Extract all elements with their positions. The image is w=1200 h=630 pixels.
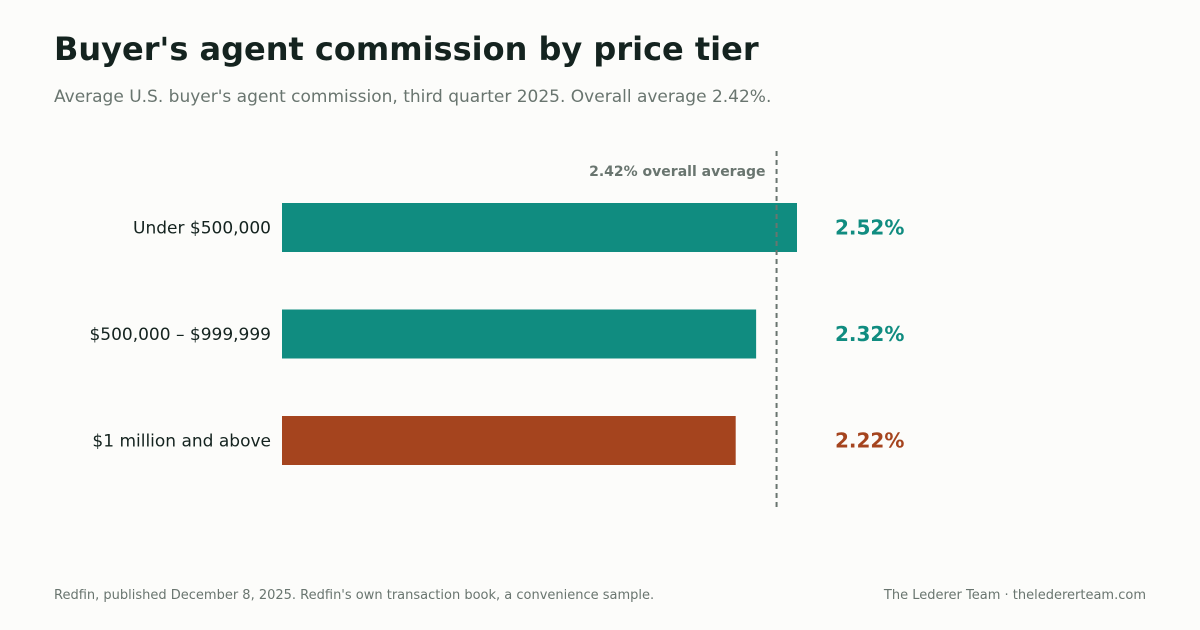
chart-title: Buyer's agent commission by price tier bbox=[54, 30, 759, 68]
source-note: Redfin, published December 8, 2025. Redf… bbox=[54, 588, 655, 603]
value-label-500-000-999-999: 2.32% bbox=[835, 322, 904, 346]
credit-note: The Lederer Team · theledererteam.com bbox=[883, 588, 1146, 603]
average-reference-label: 2.42% overall average bbox=[589, 164, 765, 180]
value-label-1-million-and-above: 2.22% bbox=[835, 429, 904, 453]
value-label-under-500-000: 2.52% bbox=[835, 216, 904, 240]
bar-under-500-000 bbox=[282, 203, 797, 252]
bar-500-000-999-999 bbox=[282, 309, 757, 359]
chart-subtitle: Average U.S. buyer's agent commission, t… bbox=[54, 87, 772, 107]
category-label-1-million-and-above: $1 million and above bbox=[92, 432, 271, 452]
category-label-500-000-999-999: $500,000 – $999,999 bbox=[89, 325, 271, 345]
category-label-under-500-000: Under $500,000 bbox=[133, 219, 271, 239]
bar-1-million-and-above bbox=[282, 416, 736, 465]
bar-chart: Under $500,000 2.52% $500,000 – $999,999 2.… bbox=[89, 151, 904, 507]
